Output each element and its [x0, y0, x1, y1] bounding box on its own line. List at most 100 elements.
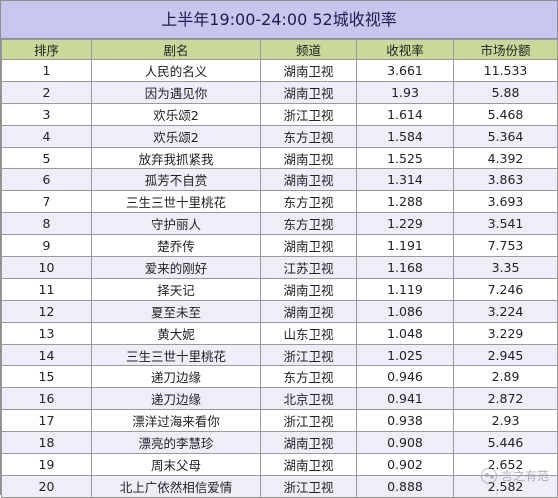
table-row: 13 黄大妮 山东卫视 1.048 3.229: [1, 321, 558, 345]
cell-channel: 湖南卫视: [260, 431, 357, 455]
table-row: 14 三生三世十里桃花 浙江卫视 1.025 2.945: [1, 343, 558, 367]
cell-channel: 湖南卫视: [260, 277, 357, 301]
table-row: 7 三生三世十里桃花 东方卫视 1.288 3.693: [1, 190, 558, 214]
ratings-table: 排序 剧名 频道 收视率 市场份额 1 人民的名义 湖南卫视 3.661 11.533 2…: [1, 39, 558, 498]
cell-rank: 3: [1, 102, 92, 126]
cell-drama-name: 三生三世十里桃花: [91, 190, 261, 214]
table-row: 9 楚乔传 湖南卫视 1.191 7.753: [1, 234, 558, 258]
cell-market-share: 3.863: [453, 168, 558, 192]
cell-channel: 浙江卫视: [260, 343, 357, 367]
cell-channel: 东方卫视: [260, 124, 357, 148]
cell-market-share: 2.652: [453, 453, 558, 476]
cell-rank: 16: [1, 387, 92, 411]
cell-drama-name: 放弃我抓紧我: [91, 146, 261, 170]
table-row: 5 放弃我抓紧我 湖南卫视 1.525 4.392: [1, 146, 558, 170]
column-header-rating: 收视率: [356, 39, 454, 60]
cell-rating: 1.119: [356, 277, 454, 301]
cell-drama-name: 守护丽人: [91, 212, 261, 236]
cell-rating: 1.191: [356, 234, 454, 258]
cell-channel: 湖南卫视: [260, 146, 357, 170]
cell-rank: 19: [1, 453, 92, 476]
cell-rating: 1.086: [356, 299, 454, 323]
cell-market-share: 3.541: [453, 212, 558, 236]
cell-market-share: 5.88: [453, 80, 558, 104]
cell-rating: 0.938: [356, 409, 454, 433]
cell-rank: 8: [1, 212, 92, 236]
cell-channel: 东方卫视: [260, 365, 357, 389]
cell-drama-name: 递刀边缘: [91, 365, 261, 389]
cell-channel: 江苏卫视: [260, 256, 357, 279]
cell-rank: 7: [1, 190, 92, 214]
cell-market-share: 3.229: [453, 321, 558, 345]
cell-market-share: 5.446: [453, 431, 558, 455]
cell-rating: 1.525: [356, 146, 454, 170]
cell-rating: 0.908: [356, 431, 454, 455]
cell-rating: 1.584: [356, 124, 454, 148]
cell-market-share: 2.872: [453, 387, 558, 411]
cell-rank: 18: [1, 431, 92, 455]
table-body: 1 人民的名义 湖南卫视 3.661 11.533 2 因为遇见你 湖南卫视 1.93 5.88 3…: [1, 59, 558, 498]
cell-market-share: 4.392: [453, 146, 558, 170]
cell-channel: 湖南卫视: [260, 299, 357, 323]
table-row: 12 夏至未至 湖南卫视 1.086 3.224: [1, 299, 558, 323]
table-row: 11 择天记 湖南卫视 1.119 7.246: [1, 277, 558, 301]
cell-channel: 湖南卫视: [260, 453, 357, 476]
column-header-rank: 排序: [1, 39, 92, 60]
cell-rank: 4: [1, 124, 92, 148]
cell-rank: 15: [1, 365, 92, 389]
cell-drama-name: 递刀边缘: [91, 387, 261, 411]
table-row: 20 北上广依然相信爱情 浙江卫视 0.888 2.582: [1, 474, 558, 498]
cell-market-share: 5.364: [453, 124, 558, 148]
cell-market-share: 3.693: [453, 190, 558, 214]
cell-channel: 浙江卫视: [260, 409, 357, 433]
cell-market-share: 2.945: [453, 343, 558, 367]
cell-channel: 湖南卫视: [260, 80, 357, 104]
cell-rating: 1.93: [356, 80, 454, 104]
table-row: 17 漂洋过海来看你 浙江卫视 0.938 2.93: [1, 409, 558, 433]
cell-rank: 20: [1, 474, 92, 498]
cell-channel: 北京卫视: [260, 387, 357, 411]
cell-rating: 1.229: [356, 212, 454, 236]
cell-channel: 浙江卫视: [260, 474, 357, 498]
cell-rating: 0.941: [356, 387, 454, 411]
cell-market-share: 2.89: [453, 365, 558, 389]
cell-drama-name: 欢乐颂2: [91, 124, 261, 148]
cell-rank: 5: [1, 146, 92, 170]
watermark-text: 言之有范: [500, 469, 549, 483]
cell-drama-name: 北上广依然相信爱情: [91, 474, 261, 498]
cell-drama-name: 爱来的刚好: [91, 256, 261, 279]
cell-rating: 1.025: [356, 343, 454, 367]
cell-drama-name: 楚乔传: [91, 234, 261, 258]
cell-rank: 10: [1, 256, 92, 279]
cell-market-share: 3.35: [453, 256, 558, 279]
table-title: 上半年19:00-24:00 52城收视率: [1, 1, 557, 39]
column-header-drama: 剧名: [91, 39, 261, 60]
cell-rank: 13: [1, 321, 92, 345]
cell-drama-name: 黄大妮: [91, 321, 261, 345]
cell-market-share: 7.246: [453, 277, 558, 301]
cell-drama-name: 三生三世十里桃花: [91, 343, 261, 367]
cell-drama-name: 人民的名义: [91, 59, 261, 82]
cell-drama-name: 择天记: [91, 277, 261, 301]
table-row: 6 孤芳不自赏 湖南卫视 1.314 3.863: [1, 168, 558, 192]
cell-rating: 3.661: [356, 59, 454, 82]
cell-rating: 0.888: [356, 474, 454, 498]
cell-rank: 17: [1, 409, 92, 433]
cell-rank: 9: [1, 234, 92, 258]
column-header-channel: 频道: [260, 39, 357, 60]
cell-rating: 1.314: [356, 168, 454, 192]
cell-rating: 1.288: [356, 190, 454, 214]
cell-market-share: 7.753: [453, 234, 558, 258]
cell-drama-name: 漂亮的李慧珍: [91, 431, 261, 455]
cell-rating: 0.902: [356, 453, 454, 476]
cell-channel: 东方卫视: [260, 212, 357, 236]
cell-drama-name: 夏至未至: [91, 299, 261, 323]
table-row: 3 欢乐颂2 浙江卫视 1.614 5.468: [1, 102, 558, 126]
table-row: 10 爱来的刚好 江苏卫视 1.168 3.35: [1, 256, 558, 279]
cell-rank: 14: [1, 343, 92, 367]
table-row: 19 周末父母 湖南卫视 0.902 2.652: [1, 453, 558, 476]
column-header-share: 市场份额: [453, 39, 558, 60]
table-row: 18 漂亮的李慧珍 湖南卫视 0.908 5.446: [1, 431, 558, 455]
cell-rank: 11: [1, 277, 92, 301]
